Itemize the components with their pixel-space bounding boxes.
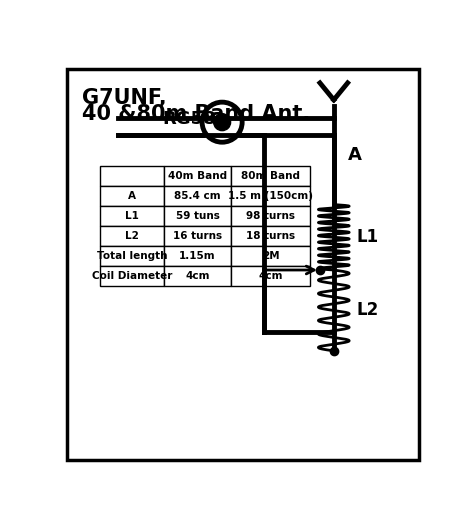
Bar (231, 166, 310, 186)
Text: 59 tuns: 59 tuns (175, 211, 219, 221)
Text: 40 &80m Band Ant.: 40 &80m Band Ant. (82, 104, 310, 125)
Bar (231, 186, 310, 206)
Text: 98 turns: 98 turns (246, 211, 295, 221)
Text: Total length: Total length (97, 251, 167, 261)
Bar (164, 266, 231, 286)
Text: RG58: RG58 (162, 110, 216, 128)
Bar (164, 246, 231, 266)
Text: 85.4 cm: 85.4 cm (174, 191, 221, 201)
Bar (164, 186, 231, 206)
Bar (100, 266, 164, 286)
Text: A: A (128, 191, 136, 201)
Text: 1.15m: 1.15m (179, 251, 216, 261)
Text: G7UNF,: G7UNF, (82, 88, 167, 107)
Bar (100, 206, 164, 226)
Text: 80m Band: 80m Band (241, 171, 300, 181)
Bar (164, 166, 231, 186)
Bar (231, 266, 310, 286)
Text: L2: L2 (357, 301, 379, 320)
Text: 4cm: 4cm (185, 271, 210, 281)
Circle shape (214, 114, 231, 130)
Bar (100, 226, 164, 246)
Text: 1.5 m (150cm): 1.5 m (150cm) (228, 191, 313, 201)
Bar (231, 226, 310, 246)
Text: 16 turns: 16 turns (173, 231, 222, 241)
Text: Coil Diameter: Coil Diameter (92, 271, 172, 281)
Text: L2: L2 (125, 231, 139, 241)
Bar (231, 246, 310, 266)
Bar (100, 246, 164, 266)
Bar (164, 226, 231, 246)
Text: 18 turns: 18 turns (246, 231, 295, 241)
Bar (231, 206, 310, 226)
Text: A: A (347, 146, 362, 165)
Bar (100, 166, 164, 186)
Bar (164, 206, 231, 226)
Text: 2M: 2M (262, 251, 280, 261)
Text: 4cm: 4cm (258, 271, 283, 281)
Text: L1: L1 (125, 211, 139, 221)
Bar (100, 186, 164, 206)
Text: 40m Band: 40m Band (168, 171, 227, 181)
Text: L1: L1 (357, 228, 379, 246)
